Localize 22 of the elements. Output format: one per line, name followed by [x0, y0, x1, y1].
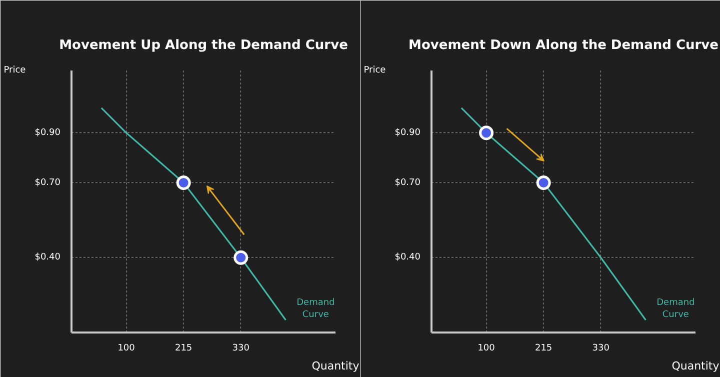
x-tick-label: 100 — [118, 344, 136, 354]
y-tick-label: $0.40 — [34, 252, 61, 263]
x-tick-label: 215 — [174, 344, 192, 354]
x-tick-label: 330 — [232, 344, 250, 354]
series-label: Demand Curve — [296, 298, 335, 320]
x-tick-label: 100 — [478, 344, 496, 354]
y-axis-title: Price — [364, 66, 386, 76]
chart-title: Movement Up Along the Demand Curve — [59, 38, 348, 53]
y-tick-label: $0.90 — [394, 128, 421, 138]
x-tick-label: 215 — [534, 344, 552, 354]
line-series — [460, 107, 646, 321]
series-label: Demand Curve — [656, 298, 695, 320]
x-tick-label: 330 — [592, 344, 610, 354]
y-tick-label: $0.70 — [394, 178, 421, 188]
y-tick-label: $0.40 — [394, 252, 421, 263]
chart-title: Movement Down Along the Demand Curve — [408, 38, 719, 53]
line-series — [100, 107, 286, 321]
x-axis-title: Quantity — [312, 360, 360, 372]
y-tick-label: $0.70 — [34, 178, 61, 188]
x-axis-title: Quantity — [672, 360, 720, 372]
y-axis-title: Price — [4, 66, 26, 76]
y-tick-label: $0.90 — [34, 128, 61, 138]
